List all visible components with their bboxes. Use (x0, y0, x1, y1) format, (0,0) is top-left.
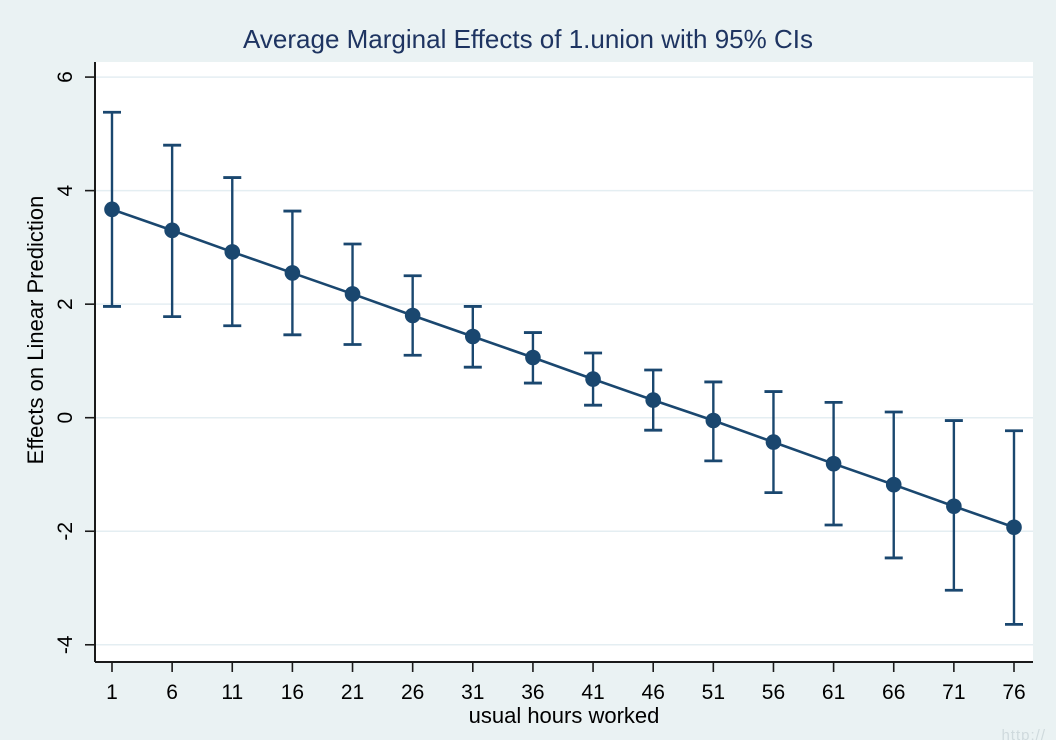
y-tick-label: 4 (54, 184, 77, 196)
data-point (585, 371, 601, 387)
x-tick-label: 61 (822, 681, 845, 704)
data-point (825, 455, 842, 472)
x-tick-label: 41 (581, 681, 604, 704)
data-point (1006, 519, 1022, 536)
data-point (525, 349, 541, 366)
x-tick-label: 16 (281, 681, 304, 704)
data-point (885, 476, 902, 493)
y-tick-label: 6 (54, 71, 77, 83)
watermark-text: http:// (1001, 727, 1046, 740)
y-tick-label: 0 (54, 412, 77, 424)
x-tick-label: 71 (942, 681, 965, 704)
x-tick-label: 11 (221, 681, 243, 704)
x-tick-label: 66 (882, 681, 905, 704)
x-tick-label: 36 (521, 681, 544, 704)
data-point (404, 307, 421, 324)
data-point (645, 392, 661, 408)
y-tick-label: 2 (54, 298, 77, 310)
y-tick-label: -4 (54, 635, 77, 654)
data-point (104, 201, 120, 218)
data-point (344, 286, 361, 302)
trend-line (111, 208, 1015, 529)
data-point (164, 222, 180, 239)
x-tick-label: 6 (166, 681, 178, 704)
y-tick-label: -2 (54, 522, 77, 541)
x-tick-label: 56 (762, 681, 785, 704)
x-tick-label: 31 (461, 681, 484, 704)
x-tick-label: 26 (401, 681, 424, 704)
x-tick-label: 76 (1002, 681, 1025, 704)
x-axis-title: usual hours worked (468, 703, 660, 728)
x-tick-label: 51 (702, 681, 725, 704)
data-point (284, 265, 301, 281)
data-point (946, 498, 962, 515)
plot-region (95, 62, 1033, 662)
x-tick-label: 46 (642, 681, 665, 704)
data-point (224, 244, 241, 260)
x-tick-label: 1 (106, 681, 118, 704)
x-tick-label: 21 (341, 681, 364, 704)
data-point (465, 328, 481, 345)
data-point (765, 434, 782, 450)
chart-title: Average Marginal Effects of 1.union with… (243, 24, 813, 54)
data-point (705, 412, 722, 429)
